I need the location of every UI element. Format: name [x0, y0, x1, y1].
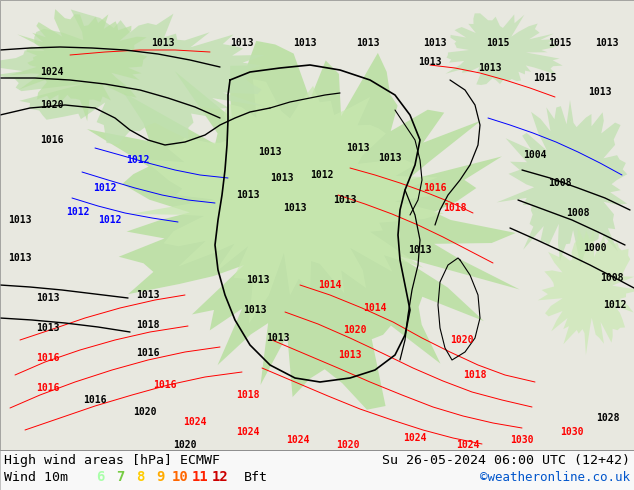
Text: 1012: 1012 [66, 207, 90, 217]
Text: 11: 11 [191, 470, 209, 484]
Text: 1012: 1012 [126, 155, 150, 165]
Text: 1013: 1013 [236, 190, 260, 200]
Text: 1013: 1013 [418, 57, 442, 67]
Text: 1013: 1013 [230, 38, 254, 48]
Text: 9: 9 [156, 470, 164, 484]
Text: 1013: 1013 [294, 38, 317, 48]
Text: High wind areas [hPa] ECMWF: High wind areas [hPa] ECMWF [4, 454, 220, 466]
Text: 1012: 1012 [310, 170, 333, 180]
Text: 1013: 1013 [8, 215, 32, 225]
Text: 1013: 1013 [346, 143, 370, 153]
Text: 1013: 1013 [36, 293, 60, 303]
Polygon shape [496, 100, 627, 266]
Polygon shape [0, 9, 266, 144]
Text: 1013: 1013 [356, 38, 380, 48]
Text: Wind 10m: Wind 10m [4, 470, 68, 484]
Text: 1014: 1014 [318, 280, 342, 290]
Text: 1016: 1016 [83, 395, 107, 405]
Text: 1013: 1013 [8, 253, 32, 263]
Text: 1013: 1013 [36, 323, 60, 333]
Text: 1020: 1020 [450, 335, 474, 345]
Polygon shape [538, 227, 634, 355]
Text: 1013: 1013 [152, 38, 175, 48]
Text: 1024: 1024 [40, 67, 64, 77]
Text: 1028: 1028 [596, 413, 620, 423]
Text: 1014: 1014 [363, 303, 387, 313]
Polygon shape [10, 9, 147, 121]
Text: 1024: 1024 [236, 427, 260, 437]
Text: 1016: 1016 [40, 135, 64, 145]
Text: 1018: 1018 [443, 203, 467, 213]
Text: 1030: 1030 [560, 427, 584, 437]
Text: 1016: 1016 [153, 380, 177, 390]
Text: 1013: 1013 [243, 305, 267, 315]
Text: 1024: 1024 [456, 440, 480, 450]
Text: 1013: 1013 [246, 275, 269, 285]
Text: 1008: 1008 [600, 273, 624, 283]
Text: 1030: 1030 [510, 435, 534, 445]
Text: 1004: 1004 [523, 150, 547, 160]
Polygon shape [130, 79, 444, 323]
Text: 10: 10 [172, 470, 188, 484]
Text: 1013: 1013 [378, 153, 402, 163]
Text: 1016: 1016 [36, 383, 60, 393]
Text: 1020: 1020 [173, 440, 197, 450]
Text: 1000: 1000 [583, 243, 607, 253]
Text: 1013: 1013 [595, 38, 619, 48]
Text: 1008: 1008 [566, 208, 590, 218]
Text: 1013: 1013 [424, 38, 447, 48]
Text: 8: 8 [136, 470, 144, 484]
Text: 1008: 1008 [548, 178, 572, 188]
Text: 1015: 1015 [548, 38, 572, 48]
Text: 1020: 1020 [40, 100, 64, 110]
Text: 6: 6 [96, 470, 104, 484]
Text: 1013: 1013 [588, 87, 612, 97]
Text: 1013: 1013 [339, 350, 362, 360]
Text: 1013: 1013 [333, 195, 357, 205]
Text: 1020: 1020 [336, 440, 359, 450]
Text: 1012: 1012 [93, 183, 117, 193]
Polygon shape [446, 13, 563, 85]
Text: 1013: 1013 [478, 63, 501, 73]
Text: 1015: 1015 [533, 73, 557, 83]
Text: 1012: 1012 [603, 300, 627, 310]
Text: 1013: 1013 [408, 245, 432, 255]
Text: 1024: 1024 [403, 433, 427, 443]
Text: 12: 12 [212, 470, 228, 484]
Text: 1020: 1020 [343, 325, 366, 335]
Text: Bft: Bft [244, 470, 268, 484]
Text: 1016: 1016 [36, 353, 60, 363]
Text: 1012: 1012 [98, 215, 122, 225]
Text: 1024: 1024 [286, 435, 310, 445]
Text: 1016: 1016 [424, 183, 447, 193]
Text: 7: 7 [116, 470, 124, 484]
Text: 1013: 1013 [283, 203, 307, 213]
Text: 1018: 1018 [236, 390, 260, 400]
Text: 1015: 1015 [486, 38, 510, 48]
Polygon shape [87, 41, 520, 410]
Text: ©weatheronline.co.uk: ©weatheronline.co.uk [480, 470, 630, 484]
Text: 1013: 1013 [258, 147, 281, 157]
Text: 1013: 1013 [136, 290, 160, 300]
Text: 1018: 1018 [463, 370, 487, 380]
Text: Su 26-05-2024 06:00 UTC (12+42): Su 26-05-2024 06:00 UTC (12+42) [382, 454, 630, 466]
Text: 1013: 1013 [270, 173, 294, 183]
Text: 1016: 1016 [136, 348, 160, 358]
Text: 1018: 1018 [136, 320, 160, 330]
Text: 1024: 1024 [183, 417, 207, 427]
Text: 1020: 1020 [133, 407, 157, 417]
Bar [0, 450, 634, 490]
Text: 1013: 1013 [266, 333, 290, 343]
